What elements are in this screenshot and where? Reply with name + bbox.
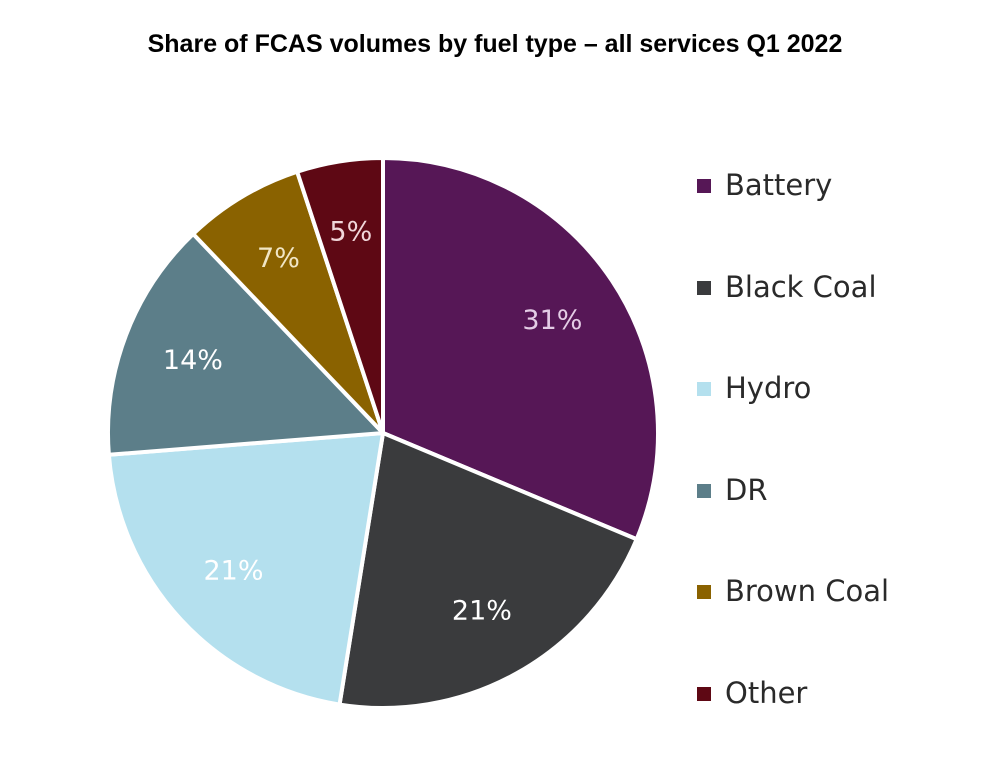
slice-label-other: 5% [329, 217, 372, 248]
legend-item-other: Other [697, 670, 889, 771]
slice-label-brown-coal: 7% [257, 243, 300, 274]
legend-label: Hydro [725, 365, 811, 411]
legend-item-hydro: Hydro [697, 365, 889, 467]
legend-item-battery: Battery [697, 162, 889, 264]
legend-swatch [697, 179, 711, 193]
legend-label: Black Coal [725, 264, 877, 310]
slice-label-dr: 14% [163, 345, 223, 376]
legend-label: Other [725, 670, 807, 716]
legend-swatch [697, 687, 711, 701]
legend-item-dr: DR [697, 467, 889, 569]
legend-swatch [697, 585, 711, 599]
legend-item-black-coal: Black Coal [697, 264, 889, 366]
legend-item-brown-coal: Brown Coal [697, 568, 889, 670]
legend: Battery Black Coal Hydro DR Brown Coal Other [697, 162, 889, 771]
legend-swatch [697, 382, 711, 396]
slice-label-battery: 31% [522, 305, 582, 336]
legend-swatch [697, 281, 711, 295]
slice-label-hydro: 21% [204, 556, 264, 587]
legend-swatch [697, 484, 711, 498]
slice-label-black-coal: 21% [452, 595, 512, 626]
legend-label: Battery [725, 162, 832, 208]
legend-label: DR [725, 467, 767, 513]
pie-slices [108, 158, 658, 708]
legend-label: Brown Coal [725, 568, 889, 614]
